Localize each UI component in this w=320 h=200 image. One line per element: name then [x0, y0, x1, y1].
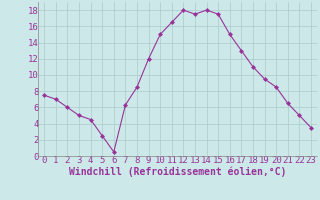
- X-axis label: Windchill (Refroidissement éolien,°C): Windchill (Refroidissement éolien,°C): [69, 166, 286, 177]
